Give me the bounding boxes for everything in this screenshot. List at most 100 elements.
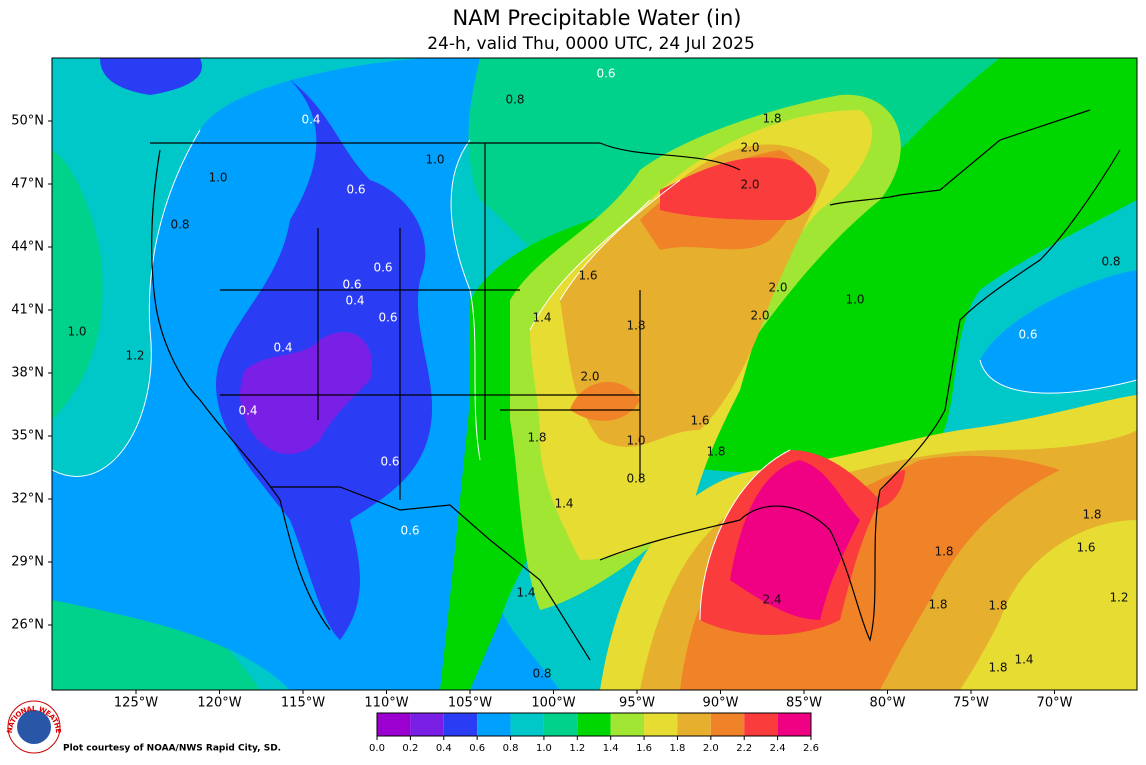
lon-label: 100°W — [531, 696, 575, 711]
contour-label: 0.6 — [342, 278, 361, 292]
field — [730, 460, 860, 620]
contour-label: 0.8 — [626, 472, 645, 486]
logo-disc — [17, 710, 51, 744]
lon-label: 95°W — [619, 696, 655, 711]
contour-label: 1.6 — [690, 414, 709, 428]
contour-label: 1.8 — [1082, 508, 1101, 522]
colorbar-label: 2.4 — [770, 743, 786, 754]
contour-label: 0.6 — [378, 311, 397, 325]
border — [150, 109, 1091, 661]
contour-label: 1.8 — [928, 598, 947, 612]
contour-label: 1.6 — [1076, 541, 1095, 555]
contour-label: 1.2 — [1109, 591, 1128, 605]
lat-label: 44°N — [11, 240, 44, 255]
lon-label: 85°W — [786, 696, 822, 711]
lon-label: 105°W — [448, 696, 492, 711]
contour-label: 2.0 — [580, 370, 599, 384]
colorbar-segment — [543, 713, 578, 736]
contour-label: 0.6 — [373, 261, 392, 275]
field — [52, 150, 260, 690]
contour-label: 0.6 — [596, 67, 615, 81]
contour-label: 2.0 — [768, 281, 787, 295]
colorbar-segment — [744, 713, 778, 736]
colorbar-frame — [376, 712, 812, 737]
credit: Plot courtesy of NOAA/NWS Rapid City, SD… — [63, 744, 281, 754]
colorbar-label: 0.0 — [369, 743, 385, 754]
field — [980, 270, 1137, 394]
lat-label: 38°N — [11, 366, 44, 381]
contour-label: 1.4 — [516, 586, 535, 600]
colorbar-segment — [410, 713, 444, 736]
contour-label: 0.6 — [1018, 328, 1037, 342]
colorbar-label: 0.4 — [436, 743, 452, 754]
contour-label: 0.4 — [345, 294, 364, 308]
colorbar-segment — [610, 713, 645, 736]
colorbar-label: 0.2 — [402, 743, 418, 754]
colorbar-label: 1.8 — [670, 743, 686, 754]
colorbar-segment — [710, 713, 745, 736]
contour-label: 1.6 — [578, 269, 597, 283]
contour-label: 1.8 — [626, 319, 645, 333]
colorbar-label: 1.6 — [636, 743, 652, 754]
map-frame — [51, 57, 1138, 691]
lon-label: 115°W — [281, 696, 325, 711]
contour-label: 0.6 — [380, 455, 399, 469]
contour-label: 1.0 — [67, 325, 86, 339]
colorbar-segment — [377, 713, 411, 736]
lon-label: 75°W — [953, 696, 989, 711]
lat-label: 32°N — [11, 492, 44, 507]
lon-label: 120°W — [197, 696, 241, 711]
lat-label: 29°N — [11, 555, 44, 570]
contour-label: 2.0 — [740, 141, 759, 155]
contour-label: 1.4 — [1014, 653, 1033, 667]
field — [660, 157, 817, 220]
colorbar-label: 2.0 — [703, 743, 719, 754]
contour-label: 0.4 — [301, 113, 320, 127]
contour-label: 1.8 — [988, 599, 1007, 613]
colorbar-label: 1.0 — [536, 743, 552, 754]
field — [240, 332, 372, 454]
contour-label: 1.8 — [934, 545, 953, 559]
contour-label: 0.8 — [532, 667, 551, 681]
colorbar-label: 1.4 — [603, 743, 619, 754]
contour-label: 1.8 — [988, 661, 1007, 675]
contour-label: 2.4 — [762, 593, 781, 607]
colorbar-label: 2.2 — [736, 743, 752, 754]
lon-label: 80°W — [870, 696, 906, 711]
colorbar-segment — [677, 713, 711, 736]
contour-label: 1.0 — [845, 293, 864, 307]
colorbar-segment — [577, 713, 611, 736]
axis-labels: 50°N 47°N 44°N 41°N 38°N 35°N 32°N 29°N 26°N 125°… — [11, 114, 1072, 711]
lat-label: 50°N — [11, 114, 44, 129]
colorbar-label: 2.6 — [803, 743, 819, 754]
contour-label: 1.0 — [626, 434, 645, 448]
contour-label: 1.4 — [532, 311, 551, 325]
colorbar: 0.0 0.2 0.4 0.6 0.8 1.0 1.2 1.4 1.6 1.8 2.0 2.2 2.4 2… — [369, 712, 819, 754]
lon-label: 70°W — [1037, 696, 1073, 711]
colorbar-segment — [777, 713, 811, 736]
colorbar-segment — [477, 713, 511, 736]
lat-label: 26°N — [11, 618, 44, 633]
contour-label: 1.0 — [425, 153, 444, 167]
contour-label: 1.0 — [208, 171, 227, 185]
colorbar-segment — [644, 713, 678, 736]
contour-label: 1.8 — [762, 112, 781, 126]
map — [52, 58, 1137, 690]
subtitle: 24-h, valid Thu, 0000 UTC, 24 Jul 2025 — [427, 34, 755, 54]
lon-label: 90°W — [703, 696, 739, 711]
contour-label: 2.0 — [750, 309, 769, 323]
contour-label: 0.4 — [238, 404, 257, 418]
colorbar-label: 0.8 — [503, 743, 519, 754]
lat-label: 35°N — [11, 429, 44, 444]
contour-label: 0.6 — [346, 183, 365, 197]
colorbar-label: 1.2 — [569, 743, 585, 754]
colorbar-segment — [510, 713, 544, 736]
contour-label: 0.8 — [170, 218, 189, 232]
lon-label: 125°W — [114, 696, 158, 711]
contour-label: 2.0 — [740, 178, 759, 192]
field — [100, 58, 433, 640]
lat-label: 47°N — [11, 177, 44, 192]
contour-label: 0.8 — [1101, 255, 1120, 269]
title: NAM Precipitable Water (in) — [453, 6, 742, 30]
